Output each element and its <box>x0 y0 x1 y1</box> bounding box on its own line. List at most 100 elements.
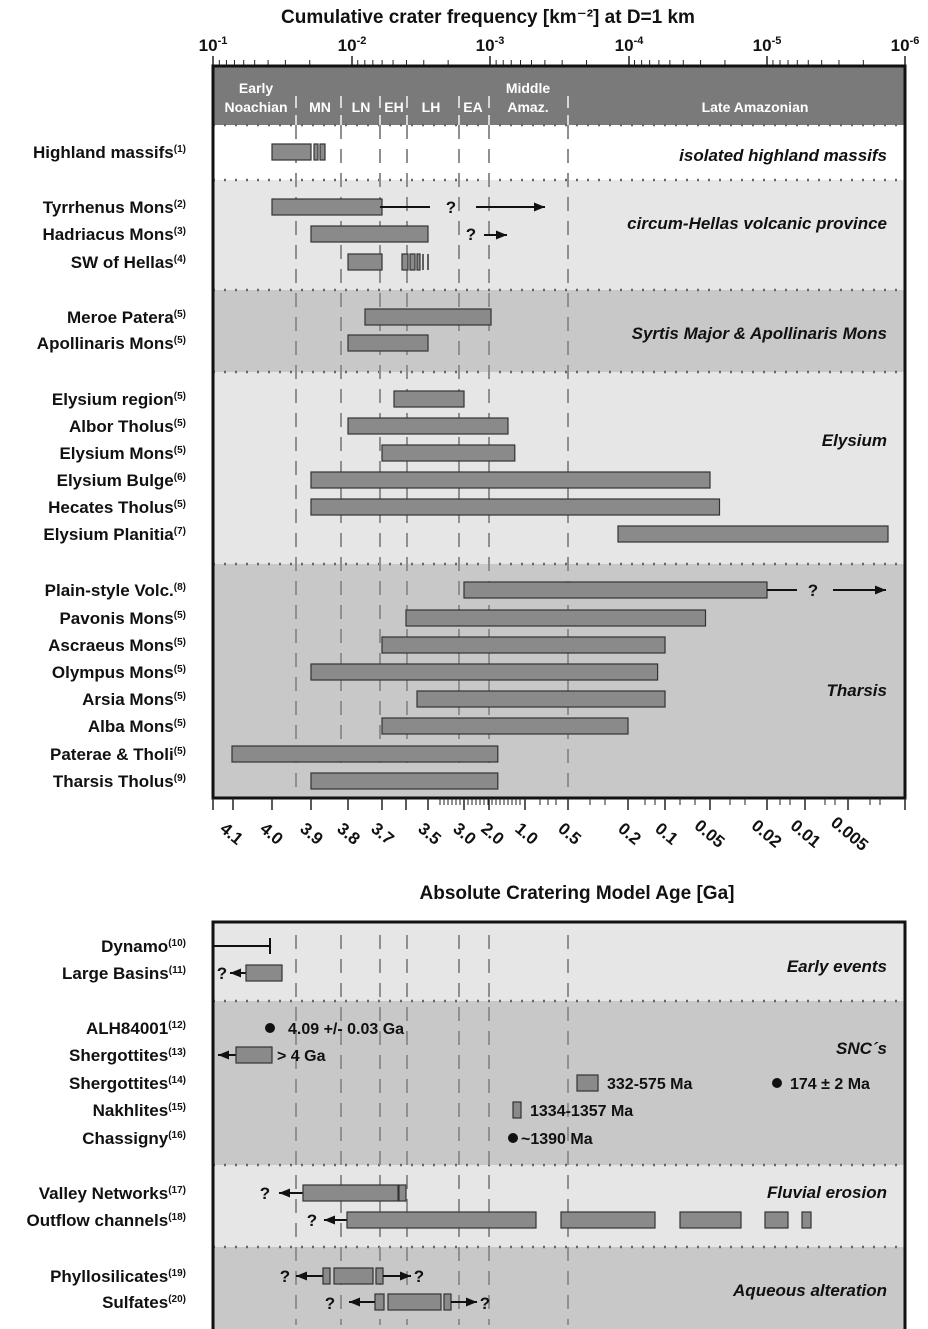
age-bar <box>310 772 499 790</box>
age-bar <box>310 663 659 681</box>
age-tick-label: 0.01 <box>787 816 825 852</box>
epoch-label: Late Amazonian <box>702 99 809 115</box>
age-annotation: > 4 Ga <box>277 1048 326 1065</box>
row-label: Tyrrhenus Mons(2) <box>43 198 186 217</box>
epoch-label: LN <box>352 99 371 115</box>
age-bar <box>416 690 666 708</box>
group-band <box>213 1001 905 1165</box>
row-label: Elysium Planitia(7) <box>43 525 186 544</box>
age-annotation: 4.09 +/- 0.03 Ga <box>288 1021 404 1038</box>
top-tick-label: 10-3 <box>476 35 505 55</box>
uncertain-mark: ? <box>325 1294 335 1313</box>
age-bar <box>801 1211 812 1229</box>
range-arrow-head <box>230 968 241 978</box>
age-annotation: 174 ± 2 Ma <box>790 1076 870 1093</box>
uncertain-mark: ? <box>217 964 227 983</box>
age-bar <box>393 390 465 408</box>
age-bar <box>302 1184 399 1202</box>
age-bar <box>576 1074 599 1092</box>
age-tick-label: 2.0 <box>477 819 507 849</box>
age-bar <box>347 417 509 435</box>
top-tick-label: 10-1 <box>199 35 228 55</box>
row-label: Alba Mons(5) <box>88 717 186 736</box>
age-bar <box>381 444 516 462</box>
group-title: isolated highland massifs <box>679 146 887 165</box>
age-bar <box>764 1211 789 1229</box>
range-arrow-head <box>466 1297 477 1307</box>
age-bar <box>310 471 711 489</box>
uncertain-mark: ? <box>260 1184 270 1203</box>
age-tick-label: 3.5 <box>414 819 444 849</box>
row-label: Elysium Bulge(6) <box>57 471 186 490</box>
group-band <box>213 564 905 798</box>
age-bar <box>381 717 629 735</box>
epoch-label: Noachian <box>224 99 287 115</box>
age-tick-label: 3.0 <box>449 819 479 849</box>
range-arrow-head <box>534 202 545 212</box>
row-label: Dynamo(10) <box>101 937 186 956</box>
age-bar <box>463 581 768 599</box>
uncertain-mark: ? <box>466 225 476 244</box>
age-tick-label: 3.8 <box>333 819 363 849</box>
group-title: Early events <box>787 957 887 976</box>
range-arrow-head <box>218 1050 229 1060</box>
row-label: Chassigny(16) <box>82 1129 186 1148</box>
range-arrow-head <box>875 585 886 595</box>
top-tick-label: 10-2 <box>338 35 367 55</box>
age-bar-segment <box>443 1293 452 1311</box>
uncertain-mark: ? <box>414 1267 424 1286</box>
row-label: Plain-style Volc.(8) <box>45 581 186 600</box>
age-tick-label: 3.7 <box>367 819 397 849</box>
row-label: Pavonis Mons(5) <box>59 609 186 628</box>
age-bar <box>333 1267 374 1285</box>
bottom-panel-frame <box>211 920 907 1329</box>
age-bar-segment <box>416 253 421 271</box>
age-tick-label: 0.005 <box>827 813 872 855</box>
age-bar <box>405 609 707 627</box>
group-band <box>213 290 905 372</box>
age-bar <box>347 253 383 271</box>
age-bar <box>617 525 889 543</box>
group-title: SNC´s <box>836 1039 887 1058</box>
age-bar <box>364 308 492 326</box>
group-title: circum-Hellas volcanic province <box>627 214 887 233</box>
age-bar <box>235 1046 273 1064</box>
row-label: Elysium region(5) <box>52 390 186 409</box>
chart-title: Cumulative crater frequency [km⁻²] at D=… <box>281 7 695 28</box>
epoch-label: EA <box>463 99 482 115</box>
range-arrow-head <box>324 1215 335 1225</box>
age-tick-label: 4.1 <box>216 819 246 849</box>
age-tick-label: 1.0 <box>511 819 541 849</box>
group-title: Aqueous alteration <box>732 1281 887 1300</box>
range-arrow-head <box>400 1271 411 1281</box>
age-tick-label: 3.9 <box>296 819 326 849</box>
age-bar <box>310 225 429 243</box>
top-panel-frame <box>211 64 907 800</box>
age-bar <box>245 964 283 982</box>
range-arrow-head <box>349 1297 360 1307</box>
row-label: Tharsis Tholus(9) <box>53 772 186 791</box>
row-label: Albor Tholus(5) <box>69 417 186 436</box>
range-arrow-head <box>279 1188 290 1198</box>
row-label: Phyllosilicates(19) <box>50 1267 186 1286</box>
range-arrow-head <box>296 1271 307 1281</box>
row-label: Ascraeus Mons(5) <box>48 636 186 655</box>
age-point <box>772 1078 782 1088</box>
age-bar <box>346 1211 537 1229</box>
age-bar <box>679 1211 742 1229</box>
age-bar <box>271 198 383 216</box>
row-label: Shergottites(13) <box>69 1046 186 1065</box>
row-label: Olympus Mons(5) <box>52 663 186 682</box>
top-tick-label: 10-4 <box>615 35 645 55</box>
top-tick-label: 10-5 <box>753 35 782 55</box>
age-tick-label: 0.02 <box>748 816 786 852</box>
group-band <box>213 922 905 1001</box>
age-tick-label: 4.0 <box>256 819 286 849</box>
uncertain-mark: ? <box>280 1267 290 1286</box>
age-bar-segment <box>401 253 409 271</box>
uncertain-mark: ? <box>446 198 456 217</box>
age-bar-segment <box>322 1267 331 1285</box>
row-label: Hadriacus Mons(3) <box>42 225 186 244</box>
group-title: Syrtis Major & Apollinaris Mons <box>632 324 887 343</box>
